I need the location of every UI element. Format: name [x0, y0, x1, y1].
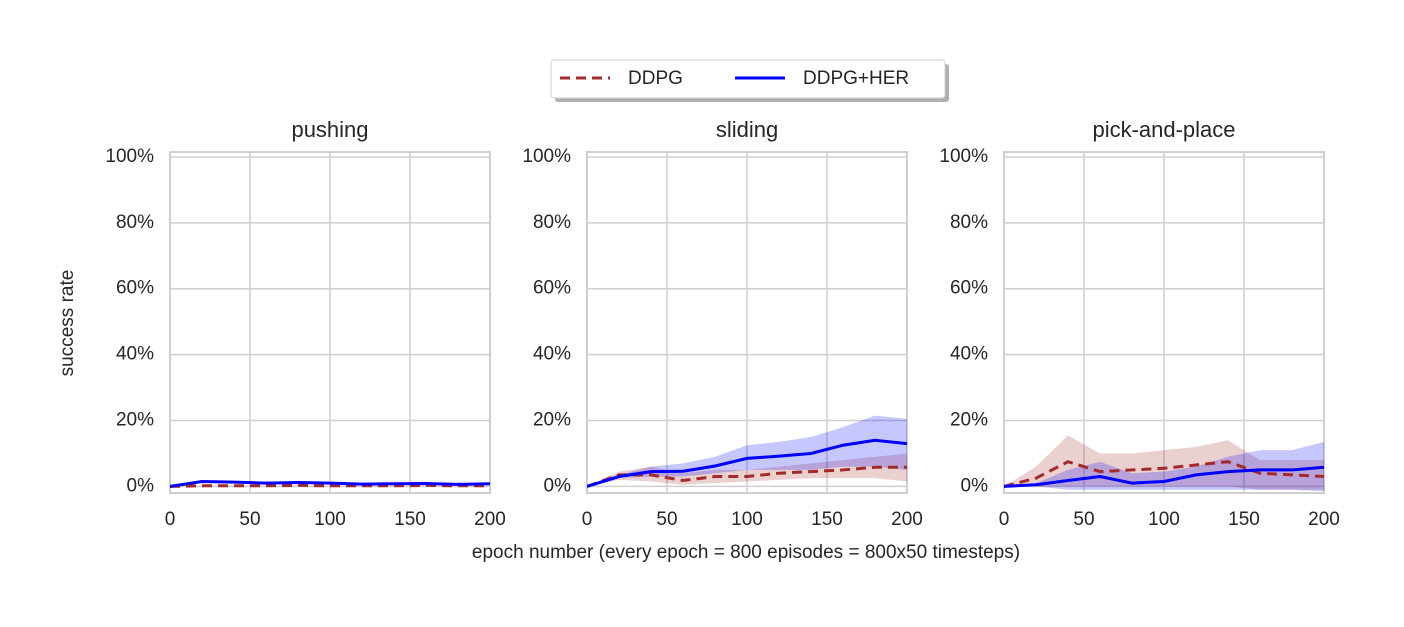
- subplot-title: pick-and-place: [1092, 117, 1235, 142]
- x-tick-label: 150: [394, 509, 426, 530]
- confidence-band: [587, 415, 907, 487]
- plot-frame: [586, 151, 908, 494]
- y-tick-label: 20%: [116, 410, 154, 431]
- subplot-title: pushing: [291, 117, 368, 142]
- plot-frame: [1003, 151, 1325, 494]
- series-line: [587, 465, 907, 488]
- y-tick-label: 100%: [105, 146, 154, 167]
- y-tick-label: 100%: [522, 146, 571, 167]
- x-tick-label: 0: [999, 509, 1010, 530]
- y-tick-label: 0%: [961, 475, 989, 496]
- series-line: [170, 479, 490, 488]
- x-tick-label: 100: [314, 509, 346, 530]
- plot-area: [170, 479, 490, 488]
- x-tick-label: 0: [582, 509, 593, 530]
- series-line: [170, 483, 490, 488]
- y-tick-label: 60%: [116, 278, 154, 299]
- x-tick-label: 200: [474, 509, 506, 530]
- x-tick-label: 200: [1308, 509, 1340, 530]
- legend-label: DDPG: [628, 68, 683, 89]
- y-tick-label: 60%: [950, 278, 988, 299]
- y-axis-label: success rate: [57, 270, 78, 377]
- x-tick-label: 200: [891, 509, 923, 530]
- plot-frame: [169, 151, 491, 494]
- y-tick-label: 80%: [533, 212, 571, 233]
- x-tick-label: 100: [1148, 509, 1180, 530]
- y-tick-label: 80%: [116, 212, 154, 233]
- y-tick-label: 0%: [127, 475, 155, 496]
- legend-label: DDPG+HER: [803, 68, 909, 89]
- x-tick-label: 50: [239, 509, 260, 530]
- series-line: [587, 438, 907, 488]
- y-tick-label: 20%: [533, 410, 571, 431]
- y-tick-label: 80%: [950, 212, 988, 233]
- y-tick-label: 40%: [116, 344, 154, 365]
- x-tick-label: 100: [731, 509, 763, 530]
- y-tick-label: 60%: [533, 278, 571, 299]
- y-tick-label: 40%: [950, 344, 988, 365]
- subplot-title: sliding: [716, 117, 778, 142]
- plot-area: [1004, 435, 1324, 492]
- confidence-band: [1004, 435, 1324, 490]
- x-tick-label: 150: [811, 509, 843, 530]
- plot-area: [587, 415, 907, 488]
- series-line: [1004, 460, 1324, 488]
- x-tick-label: 50: [1073, 509, 1094, 530]
- x-axis-label: epoch number (every epoch = 800 episodes…: [472, 542, 1020, 563]
- series-line: [1004, 465, 1324, 488]
- x-tick-label: 50: [656, 509, 677, 530]
- x-tick-label: 0: [165, 509, 176, 530]
- y-tick-label: 40%: [533, 344, 571, 365]
- y-tick-label: 20%: [950, 410, 988, 431]
- y-tick-label: 100%: [939, 146, 988, 167]
- x-tick-label: 150: [1228, 509, 1260, 530]
- y-tick-label: 0%: [544, 475, 572, 496]
